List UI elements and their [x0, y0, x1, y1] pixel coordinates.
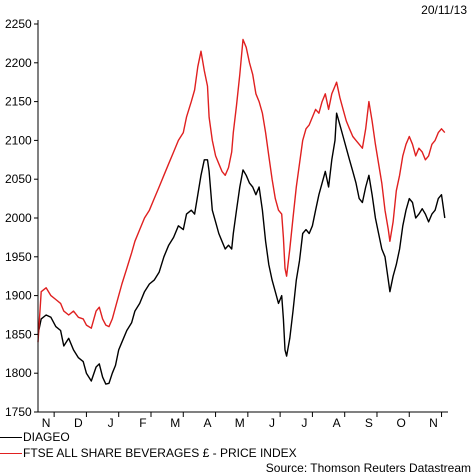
x-tick-label: J	[269, 416, 275, 430]
y-tick-label: 2200	[5, 56, 32, 70]
y-tick-label: 1900	[5, 289, 32, 303]
x-tick-label: M	[170, 416, 180, 430]
y-tick-label: 2000	[5, 211, 32, 225]
y-tick-label: 2100	[5, 133, 32, 147]
legend-swatch-diageo	[0, 437, 22, 439]
x-tick-label: N	[429, 416, 438, 430]
y-tick-label: 1800	[5, 366, 32, 380]
legend-swatch-ftse-beverages	[0, 453, 22, 455]
legend-item-ftse-beverages: FTSE ALL SHARE BEVERAGES £ - PRICE INDEX	[0, 446, 297, 460]
plot-area	[37, 38, 446, 385]
x-tick-label: N	[42, 416, 51, 430]
y-tick-label: 2250	[5, 17, 32, 31]
date-label: 20/11/13	[421, 3, 467, 17]
x-tick-label: O	[397, 416, 406, 430]
y-axis: 1750 1800 1850 1900 1950 2000 2050 2100 2150 2200…	[5, 17, 38, 419]
y-tick-label: 2050	[5, 172, 32, 186]
legend-label-ftse-beverages: FTSE ALL SHARE BEVERAGES £ - PRICE INDEX	[23, 446, 297, 460]
series-line-diageo	[37, 112, 446, 385]
series-line-ftse-beverages	[37, 38, 446, 343]
y-tick-label: 1950	[5, 250, 32, 264]
source-note: Source: Thomson Reuters Datastream	[265, 461, 471, 475]
x-tick-label: J	[108, 416, 114, 430]
x-tick-label: F	[139, 416, 146, 430]
x-tick-label: M	[235, 416, 245, 430]
x-tick-label: D	[74, 416, 83, 430]
legend-label-diageo: DIAGEO	[23, 430, 70, 444]
x-tick-label: S	[365, 416, 373, 430]
x-tick-label: A	[203, 416, 211, 430]
y-tick-label: 1850	[5, 327, 32, 341]
y-tick-label: 2150	[5, 95, 32, 109]
x-tick-label: J	[301, 416, 307, 430]
y-tick-label: 1750	[5, 405, 32, 419]
legend-item-diageo: DIAGEO	[0, 430, 70, 444]
x-tick-label: A	[333, 416, 341, 430]
